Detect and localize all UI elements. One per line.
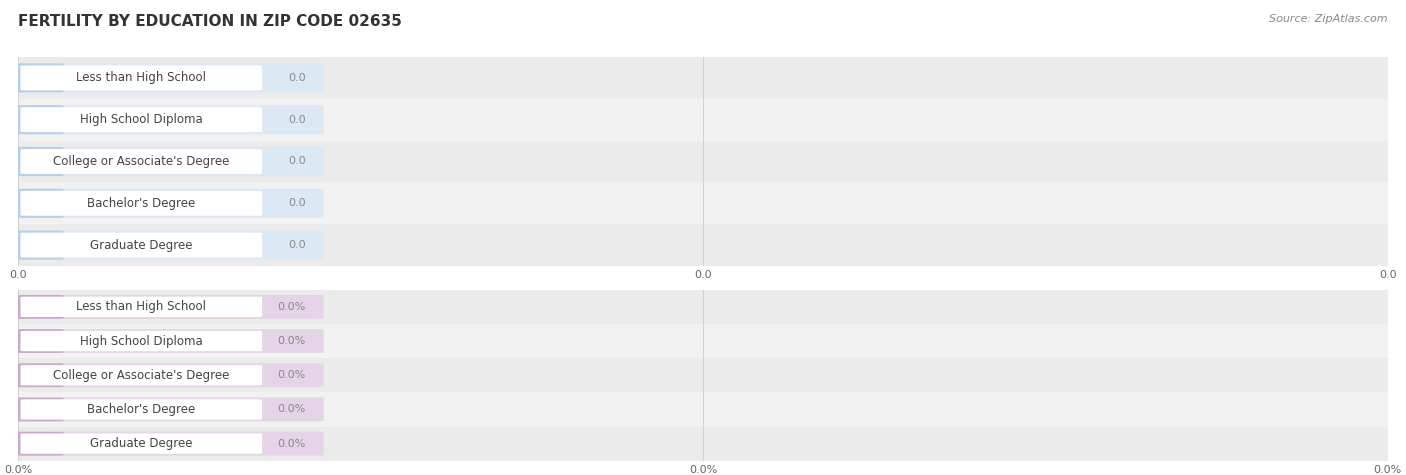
FancyBboxPatch shape xyxy=(21,107,262,132)
FancyBboxPatch shape xyxy=(11,189,323,218)
Text: 0.0%: 0.0% xyxy=(277,404,307,415)
Text: High School Diploma: High School Diploma xyxy=(80,113,202,126)
Bar xyxy=(18,290,1388,324)
FancyBboxPatch shape xyxy=(11,230,323,260)
Bar xyxy=(18,358,1388,392)
FancyBboxPatch shape xyxy=(21,365,262,385)
Bar xyxy=(18,99,1388,141)
Text: Source: ZipAtlas.com: Source: ZipAtlas.com xyxy=(1270,14,1388,24)
Text: Graduate Degree: Graduate Degree xyxy=(90,437,193,450)
FancyBboxPatch shape xyxy=(11,63,323,93)
Text: 0.0: 0.0 xyxy=(288,114,307,125)
FancyBboxPatch shape xyxy=(21,66,262,90)
Bar xyxy=(18,57,1388,99)
Text: High School Diploma: High School Diploma xyxy=(80,334,202,348)
FancyBboxPatch shape xyxy=(11,363,323,387)
Text: 0.0: 0.0 xyxy=(288,73,307,83)
FancyBboxPatch shape xyxy=(21,191,262,216)
FancyBboxPatch shape xyxy=(11,329,323,353)
Text: 0.0%: 0.0% xyxy=(277,336,307,346)
Text: Bachelor's Degree: Bachelor's Degree xyxy=(87,197,195,210)
Text: College or Associate's Degree: College or Associate's Degree xyxy=(53,155,229,168)
Text: 0.0%: 0.0% xyxy=(277,438,307,449)
Text: Less than High School: Less than High School xyxy=(76,71,207,85)
Bar xyxy=(18,182,1388,224)
Text: 0.0: 0.0 xyxy=(288,198,307,209)
Bar xyxy=(18,224,1388,266)
FancyBboxPatch shape xyxy=(11,189,63,218)
Text: College or Associate's Degree: College or Associate's Degree xyxy=(53,369,229,382)
FancyBboxPatch shape xyxy=(11,363,63,387)
Bar xyxy=(18,427,1388,461)
FancyBboxPatch shape xyxy=(21,434,262,454)
Text: Less than High School: Less than High School xyxy=(76,300,207,314)
Text: Bachelor's Degree: Bachelor's Degree xyxy=(87,403,195,416)
Text: 0.0%: 0.0% xyxy=(277,302,307,312)
FancyBboxPatch shape xyxy=(21,331,262,351)
FancyBboxPatch shape xyxy=(11,398,63,421)
FancyBboxPatch shape xyxy=(11,295,63,319)
FancyBboxPatch shape xyxy=(21,399,262,419)
Text: 0.0: 0.0 xyxy=(288,240,307,250)
FancyBboxPatch shape xyxy=(21,233,262,257)
FancyBboxPatch shape xyxy=(11,147,63,176)
Text: Graduate Degree: Graduate Degree xyxy=(90,238,193,252)
FancyBboxPatch shape xyxy=(11,105,63,134)
FancyBboxPatch shape xyxy=(11,230,63,260)
Bar xyxy=(18,392,1388,427)
FancyBboxPatch shape xyxy=(21,297,262,317)
FancyBboxPatch shape xyxy=(11,63,63,93)
FancyBboxPatch shape xyxy=(11,147,323,176)
FancyBboxPatch shape xyxy=(11,398,323,421)
FancyBboxPatch shape xyxy=(11,295,323,319)
FancyBboxPatch shape xyxy=(11,105,323,134)
Bar xyxy=(18,324,1388,358)
FancyBboxPatch shape xyxy=(11,432,323,456)
Text: 0.0%: 0.0% xyxy=(277,370,307,380)
FancyBboxPatch shape xyxy=(11,432,63,456)
Text: FERTILITY BY EDUCATION IN ZIP CODE 02635: FERTILITY BY EDUCATION IN ZIP CODE 02635 xyxy=(18,14,402,29)
Text: 0.0: 0.0 xyxy=(288,156,307,167)
FancyBboxPatch shape xyxy=(21,149,262,174)
Bar xyxy=(18,141,1388,182)
FancyBboxPatch shape xyxy=(11,329,63,353)
